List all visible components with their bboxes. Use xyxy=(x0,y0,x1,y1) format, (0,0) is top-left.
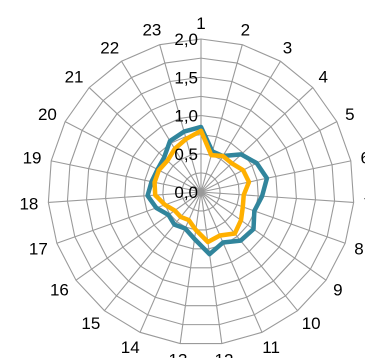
radar-grid-spokes xyxy=(48,39,354,344)
category-label: 1 xyxy=(196,14,205,33)
grid-spoke xyxy=(200,191,298,312)
grid-spoke xyxy=(56,191,202,244)
category-label: 13 xyxy=(169,350,188,358)
grid-spoke xyxy=(88,87,202,193)
grid-spoke xyxy=(200,60,281,193)
category-label: 21 xyxy=(65,68,84,87)
grid-ring xyxy=(124,114,278,269)
category-label: 17 xyxy=(29,240,48,259)
category-label: 2 xyxy=(241,20,250,39)
grid-spoke xyxy=(121,60,202,193)
category-label: 19 xyxy=(23,149,42,168)
grid-spoke xyxy=(200,191,223,344)
grid-ring xyxy=(181,172,221,212)
category-label: 5 xyxy=(345,105,354,124)
grid-spoke xyxy=(51,160,202,193)
grid-spoke xyxy=(200,121,338,193)
grid-spoke xyxy=(200,87,314,193)
grid-spoke xyxy=(104,191,202,312)
category-label: 12 xyxy=(215,350,234,358)
category-label: 15 xyxy=(81,314,100,333)
category-label: 9 xyxy=(333,281,342,300)
radial-tick-label: 0,0 xyxy=(174,183,198,202)
category-label: 11 xyxy=(262,338,280,357)
grid-ring xyxy=(85,76,317,307)
series-line-2 xyxy=(152,128,252,245)
radial-tick-label: 2,0 xyxy=(174,30,198,49)
category-label: 8 xyxy=(354,240,363,259)
grid-ring xyxy=(105,95,297,288)
category-label: 18 xyxy=(19,195,38,214)
category-label: 7 xyxy=(364,195,365,214)
radar-grid-rings xyxy=(47,38,355,345)
category-label: 4 xyxy=(319,68,328,87)
grid-ring xyxy=(47,38,355,345)
category-label: 10 xyxy=(302,314,321,333)
category-label: 20 xyxy=(38,105,57,124)
grid-spoke xyxy=(200,160,351,193)
grid-ring xyxy=(66,57,336,326)
category-label: 22 xyxy=(100,39,119,58)
radial-tick-label: 1,0 xyxy=(174,107,198,126)
grid-spoke xyxy=(139,191,202,333)
grid-spoke xyxy=(200,191,354,203)
grid-spoke xyxy=(200,191,327,281)
grid-spoke xyxy=(64,121,202,193)
grid-spoke xyxy=(179,191,202,344)
category-label: 14 xyxy=(121,338,140,357)
grid-ring xyxy=(162,153,240,231)
category-label: 23 xyxy=(142,20,161,39)
category-labels: 1234567891011121314151617181920212223 xyxy=(19,14,365,358)
grid-spoke xyxy=(200,191,346,244)
grid-ring xyxy=(143,134,259,250)
radial-tick-labels: 0,0 0,5 1,0 1,5 2,0 xyxy=(174,30,198,202)
grid-spoke xyxy=(200,44,243,193)
category-label: 6 xyxy=(361,149,365,168)
grid-spoke xyxy=(75,191,202,281)
grid-spoke xyxy=(48,191,202,203)
radial-tick-label: 1,5 xyxy=(174,68,198,87)
category-label: 16 xyxy=(50,281,69,300)
radial-tick-label: 0,5 xyxy=(174,145,198,164)
category-label: 3 xyxy=(283,39,292,58)
grid-spoke xyxy=(159,44,202,193)
grid-spoke xyxy=(200,191,263,333)
radar-series-layer xyxy=(145,124,270,257)
